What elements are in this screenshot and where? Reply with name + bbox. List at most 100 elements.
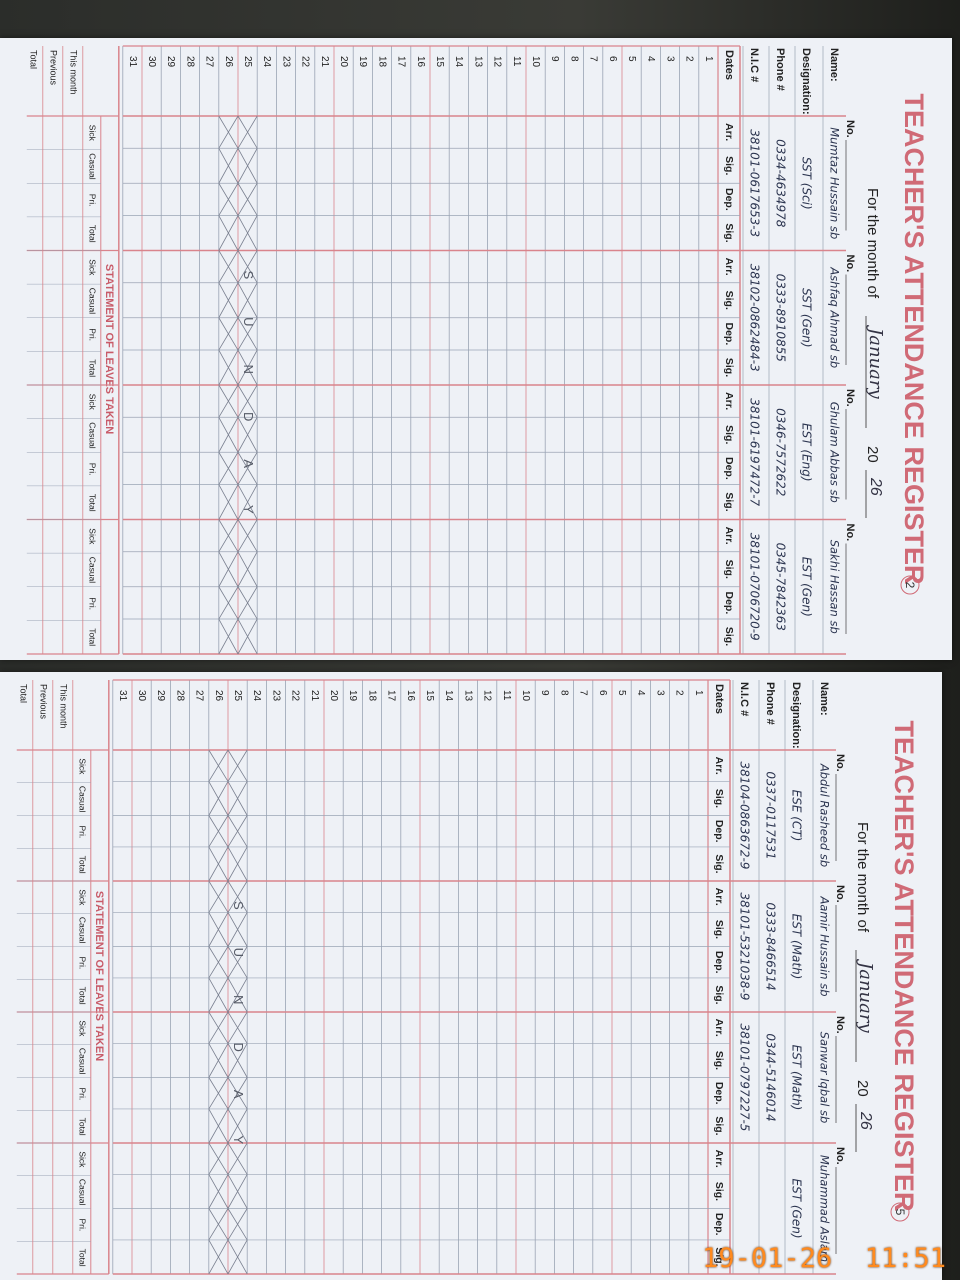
page-number-circle xyxy=(890,1202,910,1222)
teacher-phone: 0333-8466514 xyxy=(764,902,778,990)
date-number: 28 xyxy=(184,56,195,68)
date-number: 31 xyxy=(127,56,138,68)
sunday-note: SUNDAY xyxy=(241,271,256,552)
teacher-phone: 0334-4634978 xyxy=(774,139,788,228)
sunday-cross xyxy=(218,586,239,620)
leave-row-label: Total xyxy=(28,50,38,69)
teacher-nic: 38102-0862484-3 xyxy=(748,264,762,372)
teacher-phone: 0337-0117531 xyxy=(764,771,778,859)
date-number: 4 xyxy=(645,56,656,62)
leave-header: Pri. xyxy=(88,194,98,207)
date-number: 22 xyxy=(300,56,311,68)
page-number-circle xyxy=(900,575,920,595)
leave-header: Pri. xyxy=(78,1219,88,1232)
leave-header: Total xyxy=(88,628,98,646)
date-number: 13 xyxy=(472,56,483,68)
month: January xyxy=(865,324,886,399)
register-page: TEACHER'S ATTENDANCE REGISTER 2 For the mo… xyxy=(0,38,952,660)
date-number: 26 xyxy=(223,56,234,68)
column-header: Sig. xyxy=(723,492,735,511)
sunday-cross xyxy=(237,551,258,587)
date-number: 16 xyxy=(405,690,416,702)
no-label: No. xyxy=(844,120,856,138)
teacher-designation: EST (Math) xyxy=(790,914,804,980)
column-header: Dep. xyxy=(723,188,735,211)
column-header: Arr. xyxy=(723,527,735,545)
column-header: Sig. xyxy=(713,1247,725,1266)
column-header: Arr. xyxy=(723,123,735,141)
date-number: 18 xyxy=(366,690,377,702)
column-header: Sig. xyxy=(713,854,725,873)
teacher-name: Sakhi Hassan sb xyxy=(828,540,842,634)
column-header: Sig. xyxy=(713,920,725,939)
date-number: 12 xyxy=(492,56,503,68)
teacher-nic: 38104-0863672-9 xyxy=(738,762,752,870)
date-number: 2 xyxy=(674,690,685,696)
column-header: Arr. xyxy=(713,1019,725,1037)
sunday-cross xyxy=(208,1043,229,1078)
leave-header: Sick xyxy=(88,125,98,142)
column-header: Dep. xyxy=(723,457,735,480)
sunday-cross xyxy=(237,148,258,184)
sunday-cross xyxy=(218,349,239,386)
sunday-cross xyxy=(237,618,258,655)
date-number: 8 xyxy=(558,690,569,696)
date-number: 20 xyxy=(338,56,349,68)
no-label: No. xyxy=(844,524,856,542)
sunday-cross xyxy=(218,250,239,283)
leave-header: Pri. xyxy=(78,826,88,839)
sunday-cross xyxy=(218,551,239,587)
teacher-designation: EST (Eng) xyxy=(800,423,814,482)
leave-header: Total xyxy=(78,1118,88,1136)
date-number: 6 xyxy=(607,56,618,62)
register-page: TEACHER'S ATTENDANCE REGISTER 5 For the mo… xyxy=(0,672,942,1280)
timestamp: 19-01-26 11:51 xyxy=(702,1243,946,1274)
sunday-cross xyxy=(227,1108,248,1144)
sunday-cross xyxy=(227,781,248,816)
date-number: 19 xyxy=(357,56,368,68)
sunday-cross xyxy=(208,1077,229,1110)
no-label: No. xyxy=(844,255,856,273)
teacher-phone: 0344-5146014 xyxy=(764,1033,778,1121)
column-header: Sig. xyxy=(713,789,725,808)
column-header: Sig. xyxy=(723,291,735,310)
sunday-cross xyxy=(208,946,229,979)
sunday-cross xyxy=(218,484,239,520)
field-label: Phone # xyxy=(764,682,776,725)
leave-header: Sick xyxy=(88,394,98,411)
sunday-cross xyxy=(218,452,239,485)
leave-header: Casual xyxy=(88,557,98,584)
leave-header: Total xyxy=(78,856,88,874)
teacher-name: Sanwar Iqbal sb xyxy=(818,1032,832,1124)
no-label: No. xyxy=(834,1016,846,1034)
date-number: 17 xyxy=(386,690,397,702)
sunday-cross xyxy=(227,1077,248,1110)
teacher-nic: 38101-5321038-9 xyxy=(738,893,752,1001)
teacher-phone: 0333-8910855 xyxy=(774,274,788,362)
date-number: 6 xyxy=(597,690,608,696)
sunday-cross xyxy=(227,880,248,913)
month-label: For the month of xyxy=(864,188,881,299)
date-number: 4 xyxy=(635,690,646,696)
no-label: No. xyxy=(844,389,856,407)
date-number: 24 xyxy=(251,690,262,702)
leave-header: Casual xyxy=(78,1048,88,1075)
date-number: 14 xyxy=(453,56,464,68)
year: 26 xyxy=(867,477,884,496)
column-header: Arr. xyxy=(713,757,725,775)
teacher-name: Ghulam Abbas sb xyxy=(828,402,842,503)
sunday-cross xyxy=(237,215,258,251)
date-number: 26 xyxy=(213,690,224,702)
sunday-cross xyxy=(227,1142,248,1175)
date-number: 3 xyxy=(664,56,675,62)
sunday-cross xyxy=(218,384,239,418)
register-title: TEACHER'S ATTENDANCE REGISTER xyxy=(889,721,919,1212)
date-number: 11 xyxy=(501,690,512,701)
teacher-name: Muhammad Aslam xyxy=(818,1155,832,1262)
date-number: 25 xyxy=(232,690,243,702)
column-header: Sig. xyxy=(723,627,735,646)
date-number: 1 xyxy=(693,690,704,696)
leave-row-label: Previous xyxy=(48,50,58,86)
leave-header: Total xyxy=(78,987,88,1005)
column-header: Dep. xyxy=(713,820,725,843)
